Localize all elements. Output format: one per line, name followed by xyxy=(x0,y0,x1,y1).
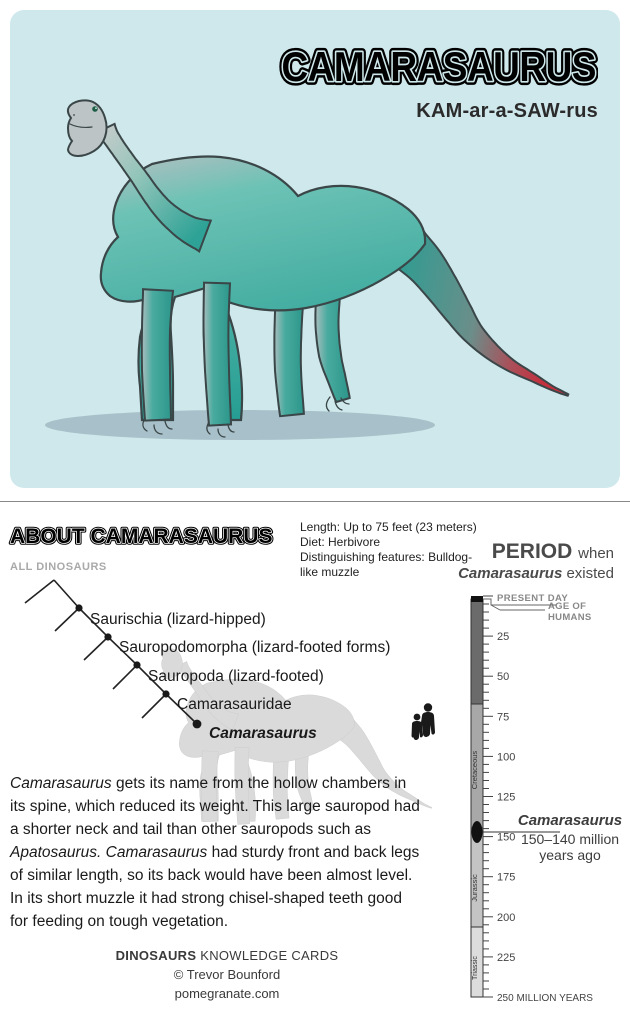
svg-text:25: 25 xyxy=(497,631,509,643)
svg-text:175: 175 xyxy=(497,872,515,884)
svg-text:Jurassic: Jurassic xyxy=(470,874,479,902)
svg-text:125: 125 xyxy=(497,792,515,804)
svg-text:250 MILLION YEARS: 250 MILLION YEARS xyxy=(497,993,593,1004)
svg-text:225: 225 xyxy=(497,952,515,964)
svg-text:100: 100 xyxy=(497,751,515,763)
svg-text:50: 50 xyxy=(497,671,509,683)
svg-text:150: 150 xyxy=(497,832,515,844)
svg-text:Cretaceous: Cretaceous xyxy=(470,751,479,790)
svg-text:200: 200 xyxy=(497,912,515,924)
svg-text:75: 75 xyxy=(497,711,509,723)
svg-text:Triassic: Triassic xyxy=(472,956,479,980)
